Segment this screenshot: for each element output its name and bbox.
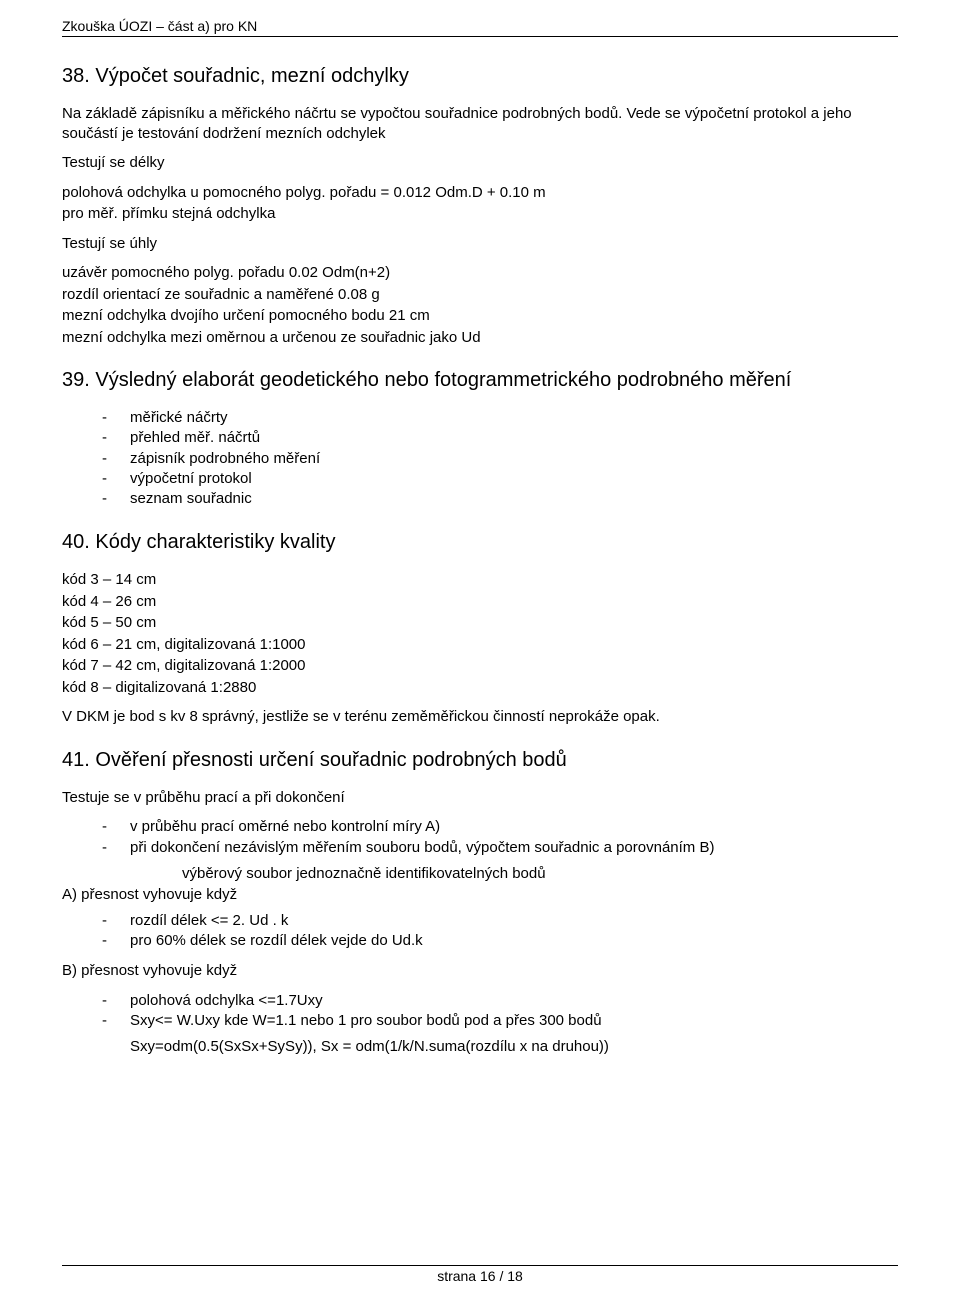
page-footer: strana 16 / 18: [62, 1265, 898, 1284]
section-40-title: 40. Kódy charakteristiky kvality: [62, 531, 898, 554]
list-item: při dokončení nezávislým měřením souboru…: [102, 838, 898, 858]
body-text: kód 6 – 21 cm, digitalizovaná 1:1000: [62, 635, 898, 655]
body-text: mezní odchylka mezi oměrnou a určenou ze…: [62, 328, 898, 348]
section-41-title: 41. Ověření přesnosti určení souřadnic p…: [62, 749, 898, 772]
body-text: Na základě zápisníku a měřického náčrtu …: [62, 104, 898, 143]
body-text: A) přesnost vyhovuje když: [62, 885, 898, 905]
list-item: zápisník podrobného měření: [102, 449, 898, 469]
body-text: kód 7 – 42 cm, digitalizovaná 1:2000: [62, 656, 898, 676]
page: Zkouška ÚOZI – část a) pro KN 38. Výpoče…: [0, 0, 960, 1304]
list-item: v průběhu prací oměrné nebo kontrolní mí…: [102, 817, 898, 837]
list-item: Sxy<= W.Uxy kde W=1.1 nebo 1 pro soubor …: [102, 1011, 898, 1031]
list-item: seznam souřadnic: [102, 489, 898, 509]
list-item: přehled měř. náčrtů: [102, 428, 898, 448]
body-text: polohová odchylka u pomocného polyg. poř…: [62, 183, 898, 203]
body-text: Testuje se v průběhu prací a při dokonče…: [62, 788, 898, 808]
body-text: mezní odchylka dvojího určení pomocného …: [62, 306, 898, 326]
list-section-41-A: rozdíl délek <= 2. Ud . k pro 60% délek …: [102, 911, 898, 952]
body-text: Testují se úhly: [62, 234, 898, 254]
body-text: uzávěr pomocného polyg. pořadu 0.02 Odm(…: [62, 263, 898, 283]
list-item: polohová odchylka <=1.7Uxy: [102, 991, 898, 1011]
body-text: kód 8 – digitalizovaná 1:2880: [62, 678, 898, 698]
body-text: Sxy=odm(0.5(SxSx+SySy)), Sx = odm(1/k/N.…: [62, 1037, 898, 1057]
body-text: Testují se délky: [62, 153, 898, 173]
list-section-41a: v průběhu prací oměrné nebo kontrolní mí…: [102, 817, 898, 858]
body-text: V DKM je bod s kv 8 správný, jestliže se…: [62, 707, 898, 727]
page-header: Zkouška ÚOZI – část a) pro KN: [62, 18, 898, 37]
list-section-39: měřické náčrty přehled měř. náčrtů zápis…: [102, 408, 898, 509]
list-section-41-B: polohová odchylka <=1.7Uxy Sxy<= W.Uxy k…: [102, 991, 898, 1032]
body-text: pro měř. přímku stejná odchylka: [62, 204, 898, 224]
body-text: B) přesnost vyhovuje když: [62, 961, 898, 981]
list-item: rozdíl délek <= 2. Ud . k: [102, 911, 898, 931]
body-text: rozdíl orientací ze souřadnic a naměřené…: [62, 285, 898, 305]
body-text: kód 5 – 50 cm: [62, 613, 898, 633]
body-text: kód 3 – 14 cm: [62, 570, 898, 590]
body-text: kód 4 – 26 cm: [62, 592, 898, 612]
list-item: pro 60% délek se rozdíl délek vejde do U…: [102, 931, 898, 951]
section-38-title: 38. Výpočet souřadnic, mezní odchylky: [62, 65, 898, 88]
body-text: výběrový soubor jednoznačně identifikova…: [62, 864, 898, 884]
list-item: výpočetní protokol: [102, 469, 898, 489]
list-item: měřické náčrty: [102, 408, 898, 428]
section-39-title: 39. Výsledný elaborát geodetického nebo …: [62, 369, 898, 392]
